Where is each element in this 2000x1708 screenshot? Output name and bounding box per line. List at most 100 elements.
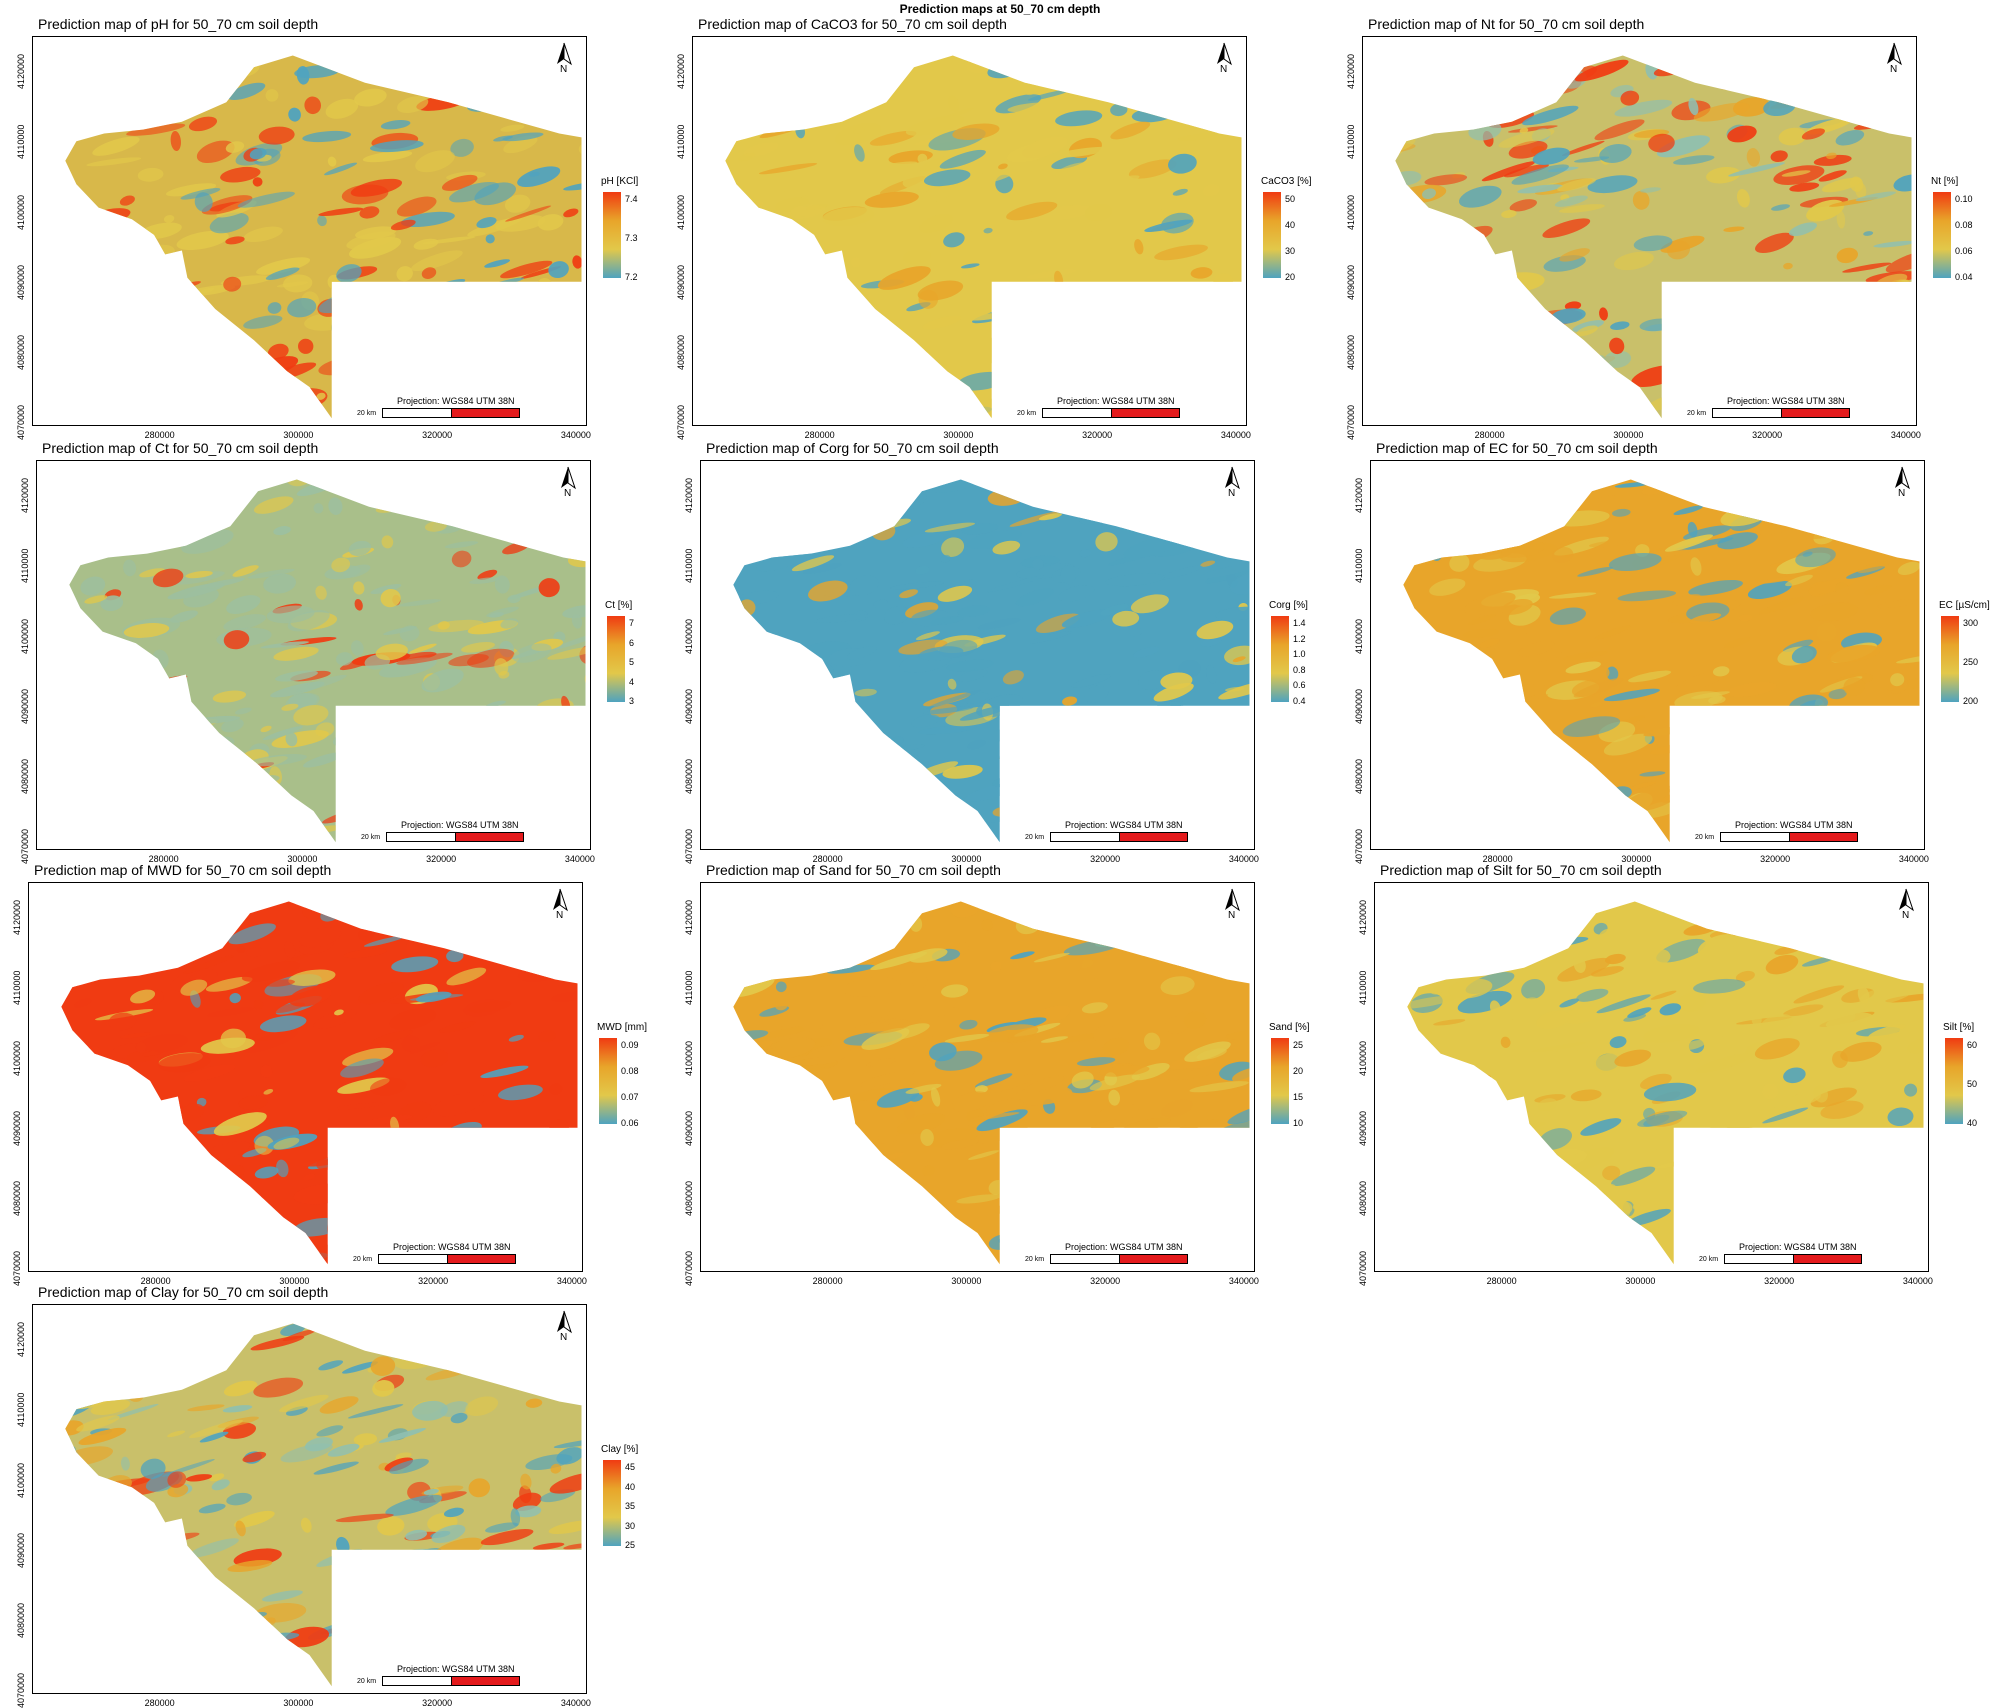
north-label: N bbox=[1220, 64, 1228, 75]
y-tick-label: 4110000 bbox=[1346, 125, 1356, 160]
map-title: Prediction map of Clay for 50_70 cm soil… bbox=[38, 1284, 329, 1300]
legend-title: Ct [%] bbox=[605, 600, 633, 611]
north-label: N bbox=[1890, 64, 1898, 75]
legend-title: EC [µS/cm] bbox=[1939, 600, 1990, 611]
legend: Corg [%] 1.4 1.2 1.0 0.8 0.6 0.4 bbox=[1269, 600, 1329, 706]
legend: Silt [%] 60 50 40 bbox=[1943, 1022, 2000, 1128]
map-frame bbox=[700, 882, 1255, 1272]
map-panel: Prediction map of Corg for 50_70 cm soil… bbox=[684, 440, 1308, 864]
y-tick-label: 4100000 bbox=[1346, 194, 1356, 230]
y-tick-label: 4110000 bbox=[12, 971, 22, 1006]
north-arrow-icon: N bbox=[1213, 42, 1235, 75]
map-frame bbox=[1362, 36, 1917, 426]
y-tick-label: 4090000 bbox=[676, 264, 686, 300]
y-tick-label: 4100000 bbox=[16, 1462, 26, 1498]
scale-label: 20 km bbox=[1025, 834, 1045, 841]
projection-label: Projection: WGS84 UTM 38N bbox=[1739, 1242, 1857, 1252]
y-tick-label: 4070000 bbox=[1358, 1251, 1368, 1287]
x-tick-label: 280000 bbox=[1486, 1276, 1517, 1286]
x-tick-label: 300000 bbox=[1625, 1276, 1656, 1286]
x-tick-label: 320000 bbox=[426, 854, 457, 864]
x-tick-label: 320000 bbox=[1764, 1276, 1795, 1286]
scale-label: 20 km bbox=[353, 1256, 373, 1263]
scale-bar bbox=[1724, 1254, 1862, 1264]
y-tick-label: 4070000 bbox=[12, 1251, 22, 1287]
legend-title: MWD [mm] bbox=[597, 1022, 647, 1033]
x-tick-label: 280000 bbox=[148, 854, 179, 864]
y-tick-label: 4080000 bbox=[1346, 334, 1356, 370]
y-tick-label: 4080000 bbox=[12, 1180, 22, 1216]
y-tick-label: 4090000 bbox=[12, 1110, 22, 1146]
legend-colorbar bbox=[607, 616, 625, 702]
y-tick-label: 4070000 bbox=[16, 1673, 26, 1708]
y-tick-label: 4120000 bbox=[1346, 54, 1356, 90]
y-tick-label: 4110000 bbox=[684, 549, 694, 584]
y-tick-label: 4110000 bbox=[1354, 549, 1364, 584]
map-title: Prediction map of Sand for 50_70 cm soil… bbox=[706, 862, 1001, 878]
scale-bar bbox=[1050, 1254, 1188, 1264]
projection-label: Projection: WGS84 UTM 38N bbox=[397, 396, 515, 406]
x-tick-label: 320000 bbox=[1090, 854, 1121, 864]
x-tick-label: 280000 bbox=[812, 854, 843, 864]
legend-colorbar bbox=[1271, 1038, 1289, 1124]
legend-tick-label: 250 bbox=[1963, 657, 1979, 667]
x-tick-label: 300000 bbox=[951, 1276, 982, 1286]
legend-colorbar bbox=[1271, 616, 1289, 702]
north-arrow-icon: N bbox=[1895, 888, 1917, 921]
legend-title: Nt [%] bbox=[1931, 176, 1959, 187]
map-frame bbox=[32, 36, 587, 426]
scale-label: 20 km bbox=[357, 410, 377, 417]
map-frame bbox=[692, 36, 1247, 426]
x-tick-label: 280000 bbox=[1482, 854, 1513, 864]
figure-title: Prediction maps at 50_70 cm depth bbox=[899, 2, 1101, 16]
legend: CaCO3 [%] 50 40 30 20 bbox=[1261, 176, 1321, 282]
projection-label: Projection: WGS84 UTM 38N bbox=[1065, 1242, 1183, 1252]
y-tick-label: 4110000 bbox=[1358, 971, 1368, 1006]
legend-tick-label: 40 bbox=[1285, 220, 1296, 230]
legend-tick-label: 0.07 bbox=[621, 1092, 639, 1102]
north-label: N bbox=[560, 64, 568, 75]
legend-tick-label: 15 bbox=[1293, 1092, 1304, 1102]
north-arrow-icon: N bbox=[557, 466, 579, 499]
y-tick-label: 4120000 bbox=[16, 1322, 26, 1358]
y-tick-label: 4120000 bbox=[684, 900, 694, 936]
legend-tick-label: 40 bbox=[1967, 1118, 1978, 1128]
north-label: N bbox=[560, 1332, 568, 1343]
y-tick-label: 4100000 bbox=[684, 1040, 694, 1076]
legend-tick-label: 0.04 bbox=[1955, 272, 1973, 282]
legend-colorbar bbox=[1933, 192, 1951, 278]
legend-tick-label: 4 bbox=[629, 676, 635, 687]
y-tick-label: 4090000 bbox=[16, 264, 26, 300]
legend-tick-label: 200 bbox=[1963, 696, 1979, 706]
projection-label: Projection: WGS84 UTM 38N bbox=[393, 1242, 511, 1252]
scale-bar bbox=[378, 1254, 516, 1264]
legend-tick-label: 25 bbox=[625, 1540, 636, 1550]
projection-label: Projection: WGS84 UTM 38N bbox=[1735, 820, 1853, 830]
x-tick-label: 320000 bbox=[418, 1276, 449, 1286]
scale-bar bbox=[382, 408, 520, 418]
map-title: Prediction map of Nt for 50_70 cm soil d… bbox=[1368, 16, 1645, 32]
projection-label: Projection: WGS84 UTM 38N bbox=[397, 1664, 515, 1674]
scale-bar bbox=[1050, 832, 1188, 842]
map-title: Prediction map of EC for 50_70 cm soil d… bbox=[1376, 440, 1658, 456]
scale-bar bbox=[1042, 408, 1180, 418]
x-tick-label: 280000 bbox=[804, 430, 835, 440]
x-tick-label: 340000 bbox=[1228, 1276, 1259, 1286]
map-title: Prediction map of Ct for 50_70 cm soil d… bbox=[42, 440, 319, 456]
map-title: Prediction map of pH for 50_70 cm soil d… bbox=[38, 16, 319, 32]
legend-tick-label: 7.2 bbox=[625, 272, 638, 282]
north-arrow-icon: N bbox=[1883, 42, 1905, 75]
legend: Clay [%] 45 40 35 30 25 bbox=[601, 1444, 661, 1550]
north-label: N bbox=[564, 488, 572, 499]
legend-tick-label: 0.06 bbox=[1955, 246, 1973, 256]
map-panel: Prediction map of Ct for 50_70 cm soil d… bbox=[20, 440, 634, 864]
north-arrow-icon: N bbox=[1891, 466, 1913, 499]
legend-tick-label: 5 bbox=[629, 657, 635, 667]
x-tick-label: 300000 bbox=[279, 1276, 310, 1286]
legend-colorbar bbox=[603, 192, 621, 278]
map-panel: Prediction map of Sand for 50_70 cm soil… bbox=[684, 862, 1310, 1286]
scale-label: 20 km bbox=[1017, 410, 1037, 417]
legend: MWD [mm] 0.09 0.08 0.07 0.06 bbox=[597, 1022, 657, 1128]
scale-label: 20 km bbox=[357, 1678, 377, 1685]
projection-label: Projection: WGS84 UTM 38N bbox=[1727, 396, 1845, 406]
